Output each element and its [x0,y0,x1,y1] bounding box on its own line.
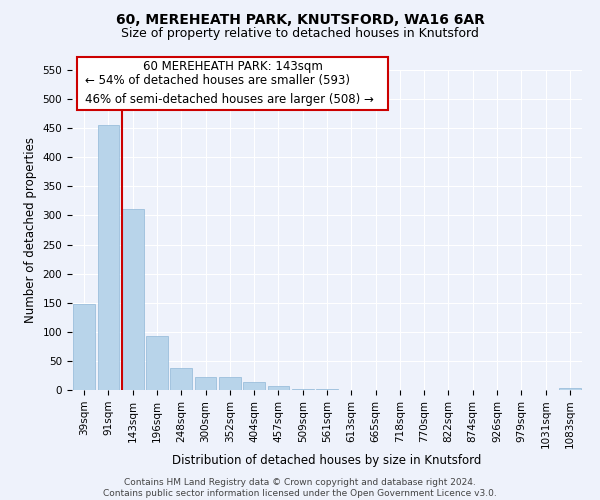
Text: 60 MEREHEATH PARK: 143sqm: 60 MEREHEATH PARK: 143sqm [143,60,323,74]
Bar [194,377,217,390]
Text: Size of property relative to detached houses in Knutsford: Size of property relative to detached ho… [121,28,479,40]
Bar [243,382,265,390]
Bar [73,304,95,390]
Bar [122,209,143,390]
Bar [559,388,581,390]
FancyBboxPatch shape [77,57,388,110]
Bar [146,336,168,390]
X-axis label: Distribution of detached houses by size in Knutsford: Distribution of detached houses by size … [172,454,482,467]
Bar [219,377,241,390]
Bar [170,368,192,390]
Text: Contains HM Land Registry data © Crown copyright and database right 2024.
Contai: Contains HM Land Registry data © Crown c… [103,478,497,498]
Text: 60, MEREHEATH PARK, KNUTSFORD, WA16 6AR: 60, MEREHEATH PARK, KNUTSFORD, WA16 6AR [116,12,484,26]
Bar [97,126,119,390]
Text: 46% of semi-detached houses are larger (508) →: 46% of semi-detached houses are larger (… [85,93,374,106]
Y-axis label: Number of detached properties: Number of detached properties [24,137,37,323]
Bar [292,389,314,390]
Bar [268,386,289,390]
Text: ← 54% of detached houses are smaller (593): ← 54% of detached houses are smaller (59… [85,74,350,88]
